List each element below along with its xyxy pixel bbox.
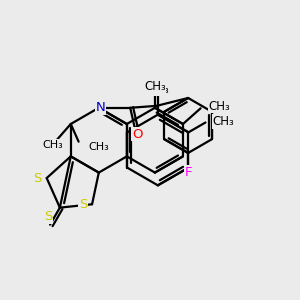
Text: CH₃: CH₃ bbox=[43, 140, 64, 150]
Text: S: S bbox=[44, 210, 52, 223]
Text: F: F bbox=[184, 166, 192, 179]
Text: CH₃: CH₃ bbox=[208, 100, 230, 113]
Text: S: S bbox=[33, 172, 42, 184]
Text: CH₃: CH₃ bbox=[212, 115, 234, 128]
Text: CH₃: CH₃ bbox=[147, 82, 169, 96]
Text: CH₃: CH₃ bbox=[88, 142, 109, 152]
Text: CH₃: CH₃ bbox=[144, 80, 166, 93]
Text: S: S bbox=[79, 198, 87, 211]
Text: N: N bbox=[96, 101, 106, 114]
Text: O: O bbox=[132, 128, 142, 141]
